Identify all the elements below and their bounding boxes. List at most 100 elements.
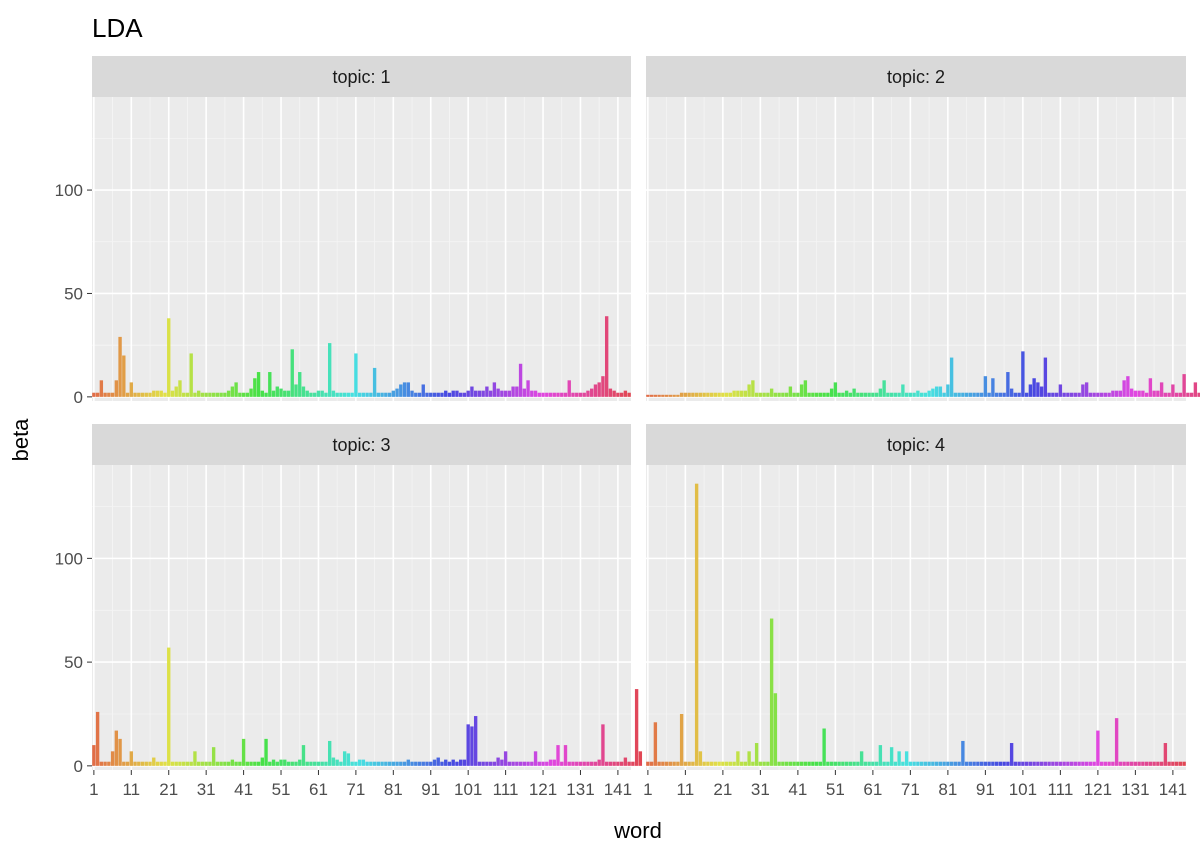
bar — [185, 392, 190, 397]
bar — [286, 761, 291, 766]
bar — [541, 392, 545, 397]
bar — [1077, 761, 1081, 766]
bar — [586, 761, 590, 766]
bar — [148, 392, 152, 397]
bar — [1148, 378, 1153, 397]
bar — [766, 392, 770, 397]
bar — [811, 392, 815, 397]
bar — [822, 728, 826, 766]
x-tick-label: 131 — [566, 780, 594, 799]
bar — [264, 738, 268, 766]
bar — [1066, 761, 1070, 766]
bar — [114, 730, 119, 766]
bar — [1133, 761, 1138, 766]
bar — [1152, 390, 1156, 397]
bar — [1058, 384, 1063, 397]
bar — [901, 384, 905, 397]
bar — [1197, 392, 1200, 397]
bar — [728, 761, 733, 766]
bar — [507, 390, 512, 397]
bar — [256, 372, 261, 397]
bar — [679, 392, 684, 397]
bar — [391, 390, 396, 397]
bar — [320, 390, 324, 397]
bar — [1144, 761, 1149, 766]
bar — [769, 618, 774, 766]
bar — [1009, 743, 1014, 766]
bar — [1122, 380, 1126, 397]
bar — [1062, 761, 1066, 766]
bar — [238, 761, 242, 766]
bar — [481, 390, 485, 397]
bar — [503, 390, 508, 397]
bar — [1133, 390, 1138, 397]
bar — [646, 394, 650, 397]
bar — [1069, 761, 1074, 766]
bar — [155, 761, 160, 766]
bar — [593, 384, 598, 397]
x-tick-label: 141 — [604, 780, 632, 799]
bar — [979, 761, 984, 766]
bar — [1096, 392, 1100, 397]
bar — [604, 316, 609, 397]
bar — [852, 761, 856, 766]
bar — [1062, 392, 1066, 397]
bar — [664, 761, 669, 766]
bar — [893, 392, 898, 397]
bar — [586, 390, 590, 397]
bar — [1171, 384, 1175, 397]
bar — [110, 392, 115, 397]
y-axis-title: beta — [8, 418, 33, 462]
bar — [1002, 761, 1006, 766]
bar — [253, 378, 257, 397]
bar — [829, 761, 834, 766]
y-tick-label: 50 — [64, 653, 83, 672]
facet-strip-label: topic: 1 — [332, 67, 390, 87]
bar — [1099, 761, 1104, 766]
bar — [473, 390, 478, 397]
bar — [148, 761, 152, 766]
bar — [983, 761, 988, 766]
bar — [1081, 761, 1085, 766]
bar — [814, 392, 819, 397]
x-tick-label: 31 — [197, 780, 216, 799]
bar — [1092, 392, 1096, 397]
bar — [211, 747, 216, 766]
bar — [601, 724, 605, 766]
bar — [466, 390, 470, 397]
bar — [327, 343, 332, 397]
x-tick-label: 11 — [677, 780, 695, 799]
bar — [672, 394, 676, 397]
bar — [163, 761, 167, 766]
bar — [694, 483, 699, 766]
x-tick-label: 141 — [1159, 780, 1187, 799]
bar — [747, 751, 751, 766]
bar — [92, 745, 96, 766]
bar — [1054, 761, 1059, 766]
bar — [294, 761, 298, 766]
x-tick-label: 11 — [122, 780, 140, 799]
bar — [736, 390, 740, 397]
facet-strip — [646, 424, 1186, 465]
bar — [904, 392, 909, 397]
bar — [226, 761, 231, 766]
bar — [886, 392, 890, 397]
bar — [575, 761, 579, 766]
y-tick-label: 50 — [64, 284, 83, 303]
bar — [178, 380, 182, 397]
bar — [676, 761, 680, 766]
chart-title: LDA — [92, 13, 143, 43]
y-tick-label: 0 — [74, 388, 83, 407]
y-tick-label: 100 — [55, 181, 83, 200]
bar — [118, 336, 122, 397]
bar — [649, 394, 654, 397]
bar — [144, 761, 148, 766]
bar — [114, 380, 119, 397]
x-tick-label: 121 — [529, 780, 557, 799]
bar — [107, 761, 111, 766]
x-tick-label: 41 — [234, 780, 253, 799]
bar — [713, 761, 718, 766]
bar — [260, 757, 264, 766]
bar — [294, 384, 298, 397]
bar — [204, 392, 208, 397]
